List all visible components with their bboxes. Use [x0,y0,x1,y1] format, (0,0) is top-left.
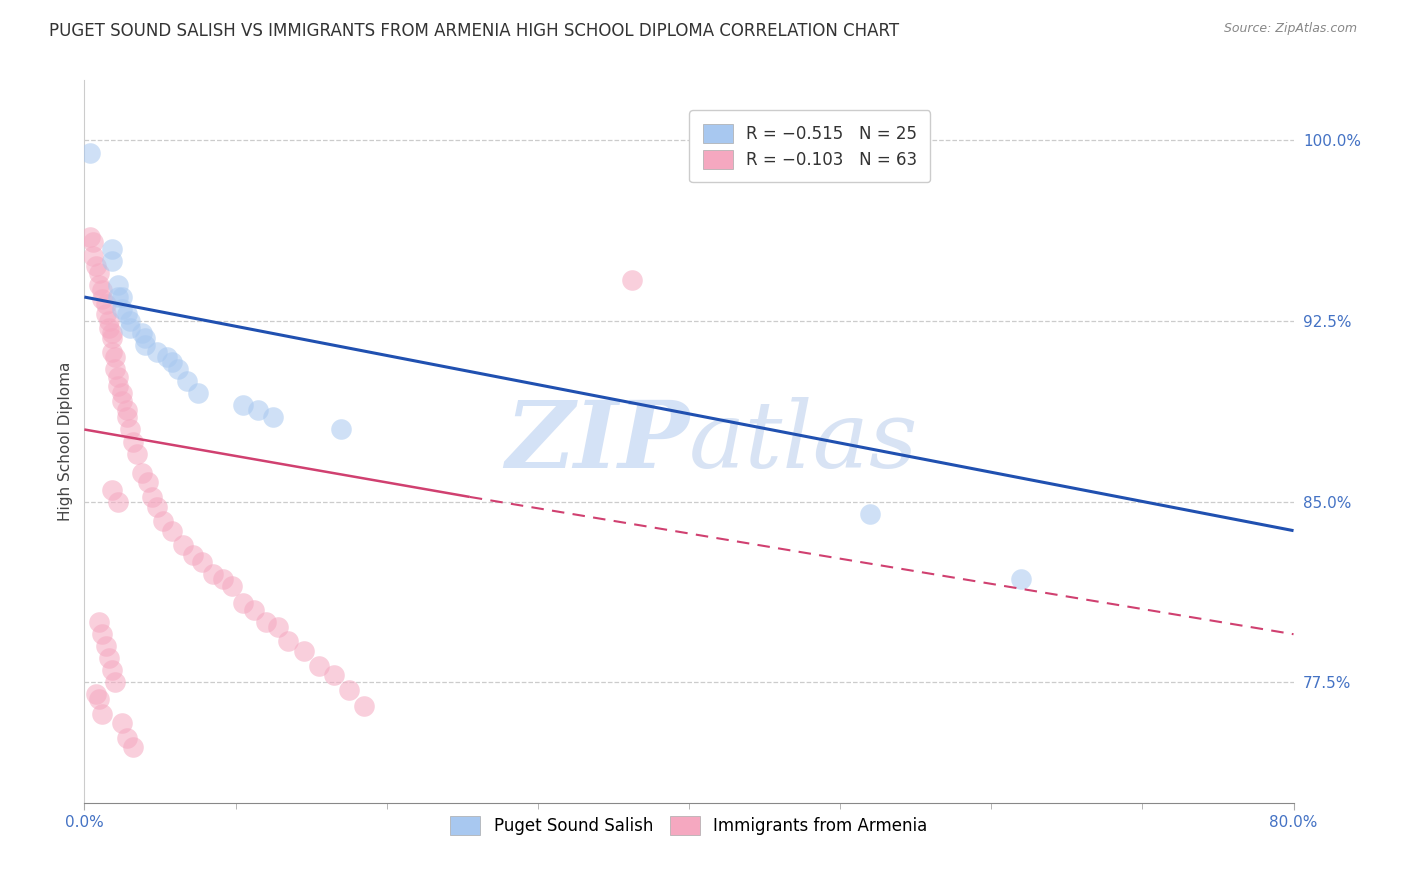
Point [115,307,138,321]
Point [104,675,127,690]
Point [100,253,122,268]
Point [89,278,111,293]
Point [89,692,111,706]
Text: PUGET SOUND SALISH VS IMMIGRANTS FROM ARMENIA HIGH SCHOOL DIPLOMA CORRELATION CH: PUGET SOUND SALISH VS IMMIGRANTS FROM AR… [49,22,900,40]
Point [232,398,254,412]
Point [131,466,153,480]
Point [267,620,290,634]
Point [136,475,159,490]
Point [322,668,344,682]
Point [79,230,101,244]
Point [107,494,129,508]
Point [134,338,156,352]
Point [262,410,284,425]
Point [86,687,108,701]
Point [100,663,122,677]
Point [277,634,299,648]
Point [131,326,153,340]
Point [100,326,122,340]
Point [115,410,138,425]
Point [292,644,315,658]
Point [221,579,243,593]
Point [97,314,120,328]
Point [1011,572,1033,586]
Point [89,615,111,629]
Legend: Puget Sound Salish, Immigrants from Armenia: Puget Sound Salish, Immigrants from Arme… [437,803,941,848]
Y-axis label: High School Diploma: High School Diploma [58,362,73,521]
Point [620,273,643,287]
Point [232,596,254,610]
Point [107,290,129,304]
Point [330,423,353,437]
Point [97,321,120,335]
Point [111,393,134,408]
Point [100,483,122,497]
Point [146,500,169,514]
Point [94,297,117,311]
Point [104,362,127,376]
Point [91,283,114,297]
Point [86,259,108,273]
Point [94,307,117,321]
Text: Source: ZipAtlas.com: Source: ZipAtlas.com [1223,22,1357,36]
Point [107,369,129,384]
Point [107,379,129,393]
Point [91,293,114,307]
Point [160,355,183,369]
Point [91,706,114,721]
Point [247,403,270,417]
Point [353,699,375,714]
Point [111,716,134,731]
Point [118,314,141,328]
Point [100,331,122,345]
Point [94,639,117,653]
Point [89,266,111,280]
Point [160,524,183,538]
Point [79,145,101,160]
Point [187,386,209,401]
Point [121,740,143,755]
Point [181,548,204,562]
Point [121,434,143,449]
Point [82,235,104,249]
Point [100,345,122,359]
Point [91,627,114,641]
Point [107,278,129,293]
Text: atlas: atlas [689,397,918,486]
Point [859,507,882,521]
Point [141,490,163,504]
Point [115,731,138,745]
Point [111,386,134,401]
Point [104,350,127,364]
Point [146,345,169,359]
Point [118,321,141,335]
Text: ZIP: ZIP [505,397,689,486]
Point [118,423,141,437]
Point [82,249,104,263]
Point [115,403,138,417]
Point [212,572,235,586]
Point [100,242,122,256]
Point [111,301,134,316]
Point [97,651,120,665]
Point [134,331,156,345]
Point [167,362,190,376]
Point [201,567,224,582]
Point [152,514,174,528]
Point [156,350,179,364]
Point [242,603,264,617]
Point [337,682,360,697]
Point [176,374,198,388]
Point [191,555,214,569]
Point [254,615,277,629]
Point [172,538,194,552]
Point [308,658,330,673]
Point [127,446,149,460]
Point [111,290,134,304]
